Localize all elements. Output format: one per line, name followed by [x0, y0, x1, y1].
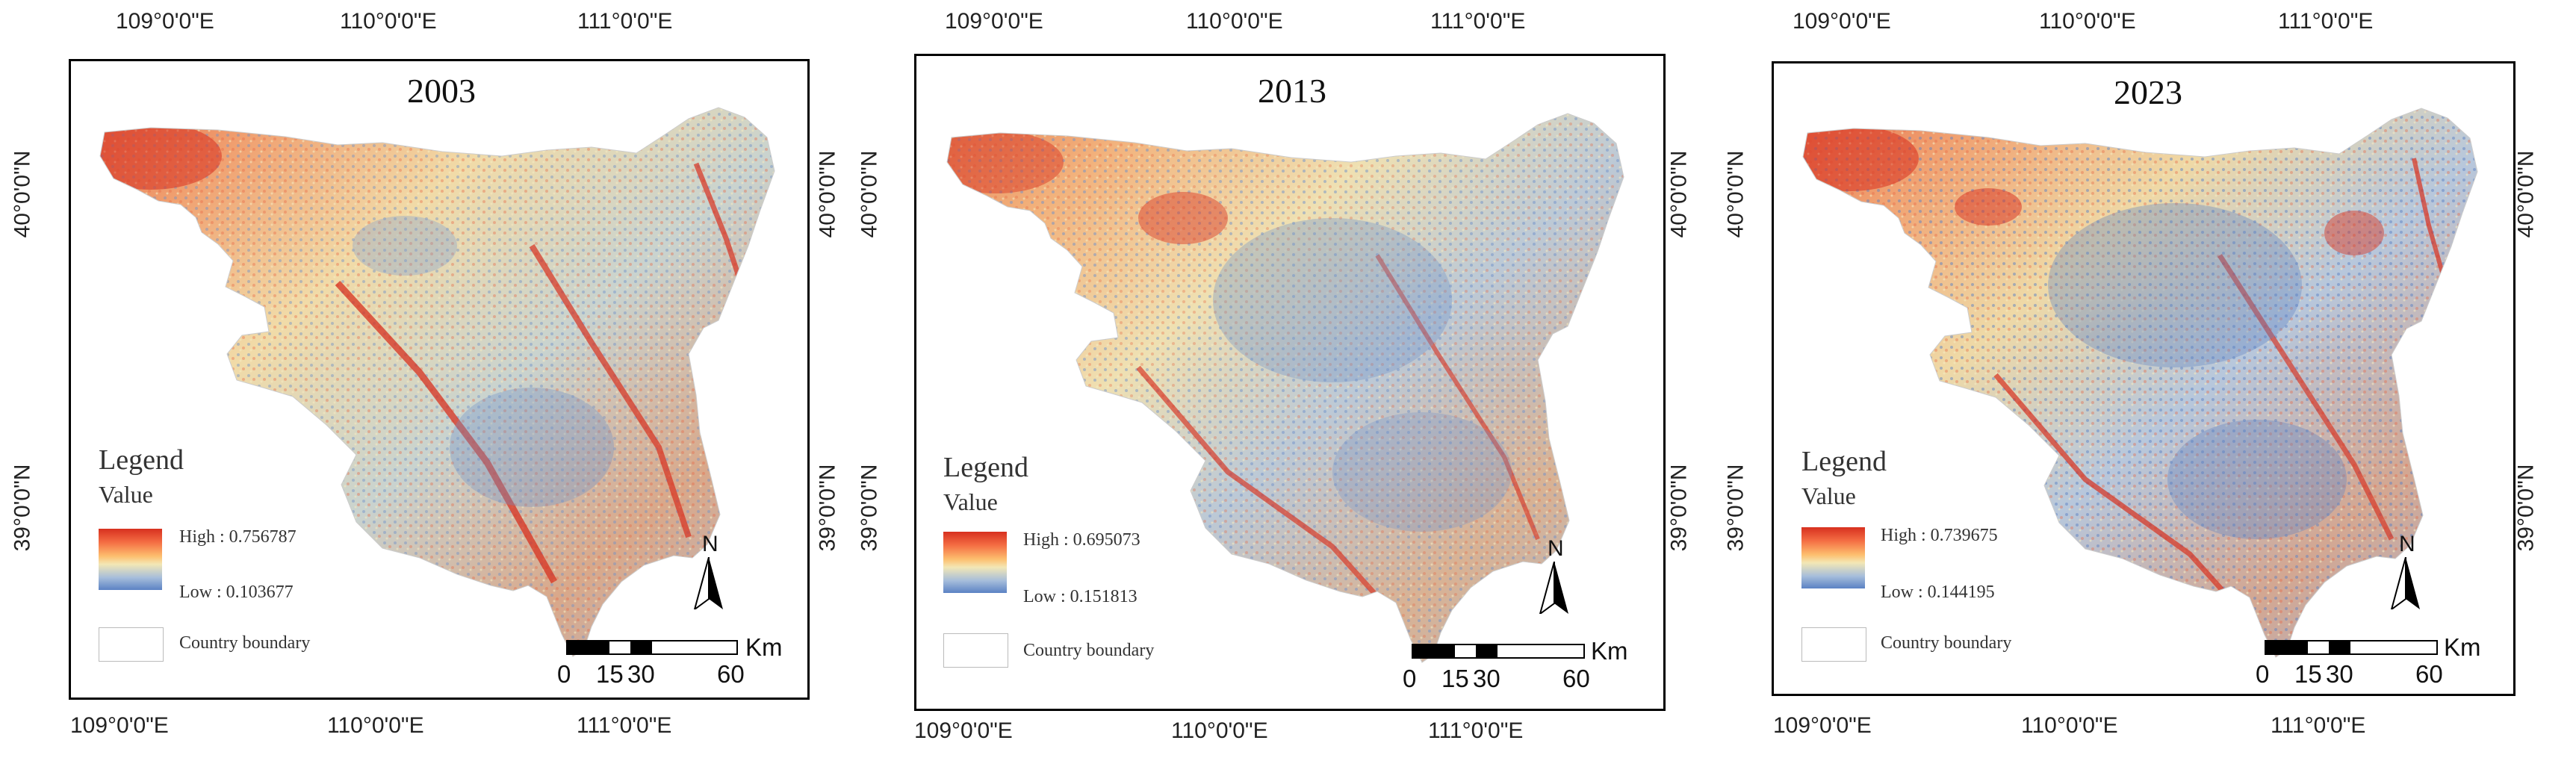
legend-boundary-label: Country boundary: [1023, 641, 1155, 660]
scale-unit: Km: [745, 633, 783, 661]
north-arrow-icon: [2390, 557, 2420, 609]
scale-tick-label: 60: [717, 660, 745, 688]
lat-label-right: 39°0'0"N: [2513, 464, 2539, 552]
lon-label-top: 111°0'0"E: [1430, 9, 1526, 34]
scale-bar: [566, 640, 738, 655]
legend-boundary-swatch: [943, 633, 1008, 668]
north-arrow-label: N: [702, 532, 719, 556]
lon-label-bottom: 110°0'0"E: [327, 713, 424, 738]
scale-tick-label: 0: [557, 660, 571, 688]
legend-high-value: High : 0.756787: [179, 527, 297, 547]
lat-label-right: 40°0'0"N: [2513, 150, 2539, 238]
region-raster: [946, 113, 1624, 663]
lat-label-left: 39°0'0"N: [857, 464, 882, 552]
scale-tick-label: 30: [2326, 660, 2353, 688]
legend-title: Legend: [943, 452, 1028, 483]
legend-subtitle: Value: [943, 488, 998, 515]
lon-label-top: 111°0'0"E: [2278, 9, 2374, 34]
scale-unit: Km: [1591, 637, 1628, 665]
lat-label-right: 39°0'0"N: [1666, 464, 1692, 552]
lat-label-right: 39°0'0"N: [815, 464, 840, 552]
north-arrow-icon: [1539, 562, 1568, 614]
legend-subtitle: Value: [99, 481, 153, 508]
scale-bar: [1412, 644, 1585, 659]
map-title-year: 2003: [407, 72, 476, 110]
lon-label-top: 111°0'0"E: [577, 9, 673, 34]
legend-color-ramp: [1801, 527, 1865, 588]
scale-unit: Km: [2444, 633, 2481, 661]
lat-label-left: 40°0'0"N: [10, 150, 35, 238]
lon-label-bottom: 109°0'0"E: [914, 718, 1013, 743]
lon-label-bottom: 110°0'0"E: [2021, 713, 2118, 738]
lon-label-top: 110°0'0"E: [1186, 9, 1283, 34]
map-panel-2003: 109°0'0"E 110°0'0"E 111°0'0"E 40°0'0"N 3…: [0, 0, 839, 758]
scale-bar: [2265, 640, 2438, 655]
scale-tick-label: 0: [2256, 660, 2270, 688]
lat-label-right: 40°0'0"N: [1666, 150, 1692, 238]
lon-label-top: 109°0'0"E: [116, 9, 214, 34]
lon-label-top: 109°0'0"E: [945, 9, 1043, 34]
lon-label-top: 110°0'0"E: [340, 9, 437, 34]
lat-label-left: 40°0'0"N: [1723, 150, 1748, 238]
legend-color-ramp: [943, 532, 1007, 593]
scale-tick-label: 15: [2294, 660, 2322, 688]
lon-label-bottom: 111°0'0"E: [577, 713, 672, 738]
scale-tick-label: 0: [1403, 665, 1417, 692]
lat-label-left: 39°0'0"N: [10, 464, 35, 552]
scale-tick-label: 30: [1473, 665, 1500, 692]
lat-label-right: 40°0'0"N: [815, 150, 840, 238]
legend-high-value: High : 0.739675: [1881, 526, 1998, 545]
region-raster: [99, 107, 775, 657]
legend-low-value: Low : 0.151813: [1023, 587, 1138, 606]
scale-tick-label: 15: [596, 660, 624, 688]
north-arrow-label: N: [2399, 532, 2415, 556]
lon-label-bottom: 111°0'0"E: [2271, 713, 2366, 738]
legend-boundary-label: Country boundary: [1881, 633, 2012, 653]
legend-low-value: Low : 0.103677: [179, 583, 294, 602]
lon-label-bottom: 110°0'0"E: [1171, 718, 1268, 743]
lon-label-bottom: 111°0'0"E: [1428, 718, 1524, 743]
lon-label-bottom: 109°0'0"E: [70, 713, 169, 738]
legend-boundary-swatch: [1801, 627, 1866, 662]
legend-subtitle: Value: [1801, 482, 1856, 509]
legend-title: Legend: [1801, 446, 1887, 477]
lon-label-bottom: 109°0'0"E: [1773, 713, 1872, 738]
north-arrow-label: N: [1548, 536, 1564, 561]
lon-label-top: 109°0'0"E: [1793, 9, 1891, 34]
north-arrow-icon: [693, 557, 723, 609]
map-title-year: 2013: [1258, 72, 1326, 110]
legend-color-ramp: [99, 529, 162, 590]
map-panel-2013: 109°0'0"E 110°0'0"E 111°0'0"E 40°0'0"N 3…: [844, 0, 1691, 758]
lon-label-top: 110°0'0"E: [2039, 9, 2136, 34]
map-panel-2023: 109°0'0"E 110°0'0"E 111°0'0"E 40°0'0"N 3…: [1710, 0, 2576, 758]
legend-low-value: Low : 0.144195: [1881, 583, 1995, 602]
legend-boundary-swatch: [99, 627, 164, 662]
scale-tick-label: 15: [1441, 665, 1469, 692]
map-title-year: 2023: [2114, 73, 2182, 111]
region-raster: [1802, 108, 2478, 658]
scale-tick-label: 30: [627, 660, 655, 688]
lat-label-left: 39°0'0"N: [1723, 464, 1748, 552]
scale-tick-label: 60: [2415, 660, 2443, 688]
lat-label-left: 40°0'0"N: [857, 150, 882, 238]
legend-high-value: High : 0.695073: [1023, 530, 1140, 550]
scale-tick-label: 60: [1562, 665, 1590, 692]
legend-title: Legend: [99, 444, 184, 476]
legend-boundary-label: Country boundary: [179, 633, 311, 653]
